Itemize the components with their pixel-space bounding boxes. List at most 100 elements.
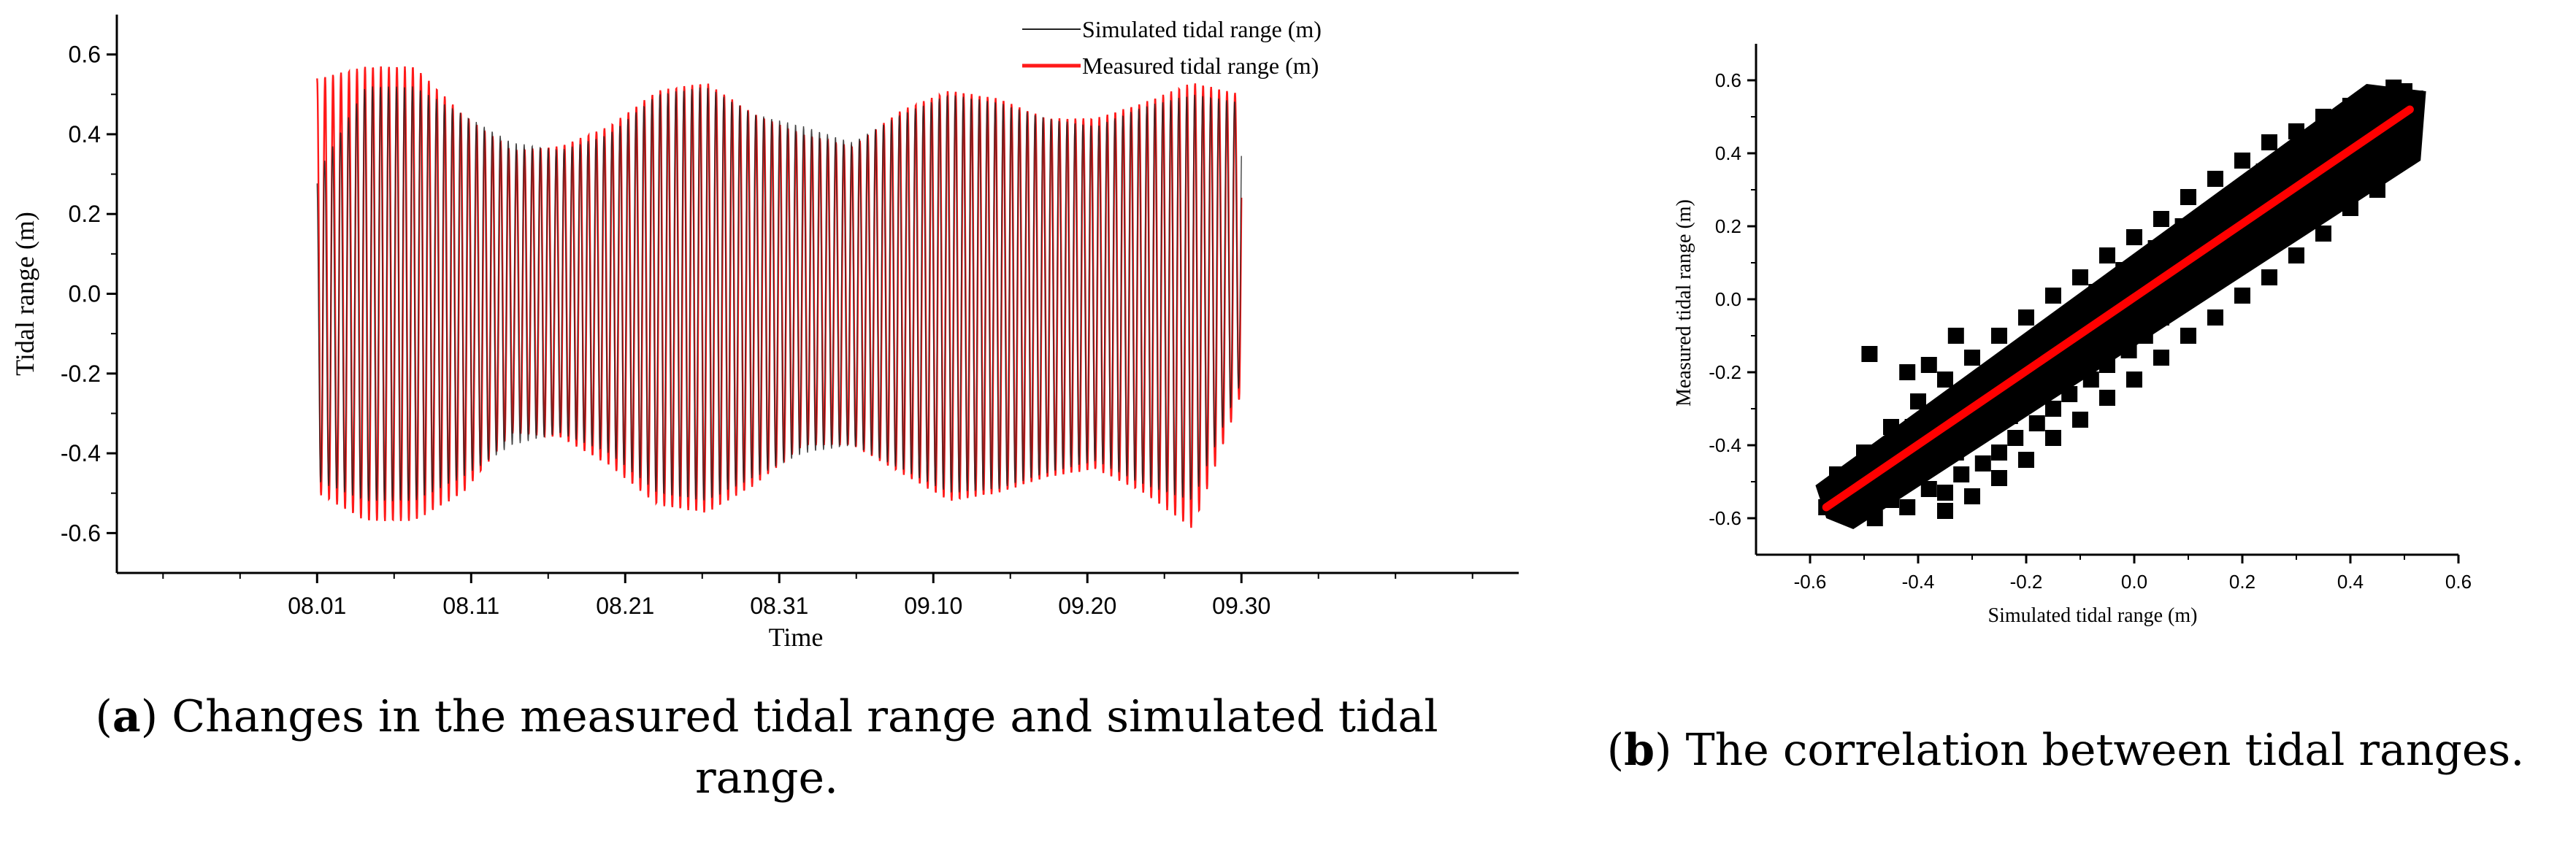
- scatter-point: [2180, 328, 2196, 344]
- scatter-point: [2315, 226, 2331, 242]
- scatter-point: [2018, 452, 2034, 468]
- x-tick-label: 09.10: [904, 593, 962, 619]
- scatter-point: [2261, 218, 2277, 234]
- scatter-point: [2072, 412, 2088, 428]
- x-tick-label: 0.4: [2337, 571, 2364, 593]
- scatter-point: [1883, 419, 1899, 435]
- scatter-point: [1947, 444, 1964, 461]
- x-tick-label: 08.01: [288, 593, 346, 619]
- scatter-point: [2250, 185, 2267, 201]
- scatter-point: [2326, 131, 2342, 147]
- scatter-point: [2082, 372, 2099, 388]
- scatter-point: [2255, 163, 2272, 180]
- y-tick-label: -0.6: [1709, 507, 1741, 529]
- scatter-point: [2282, 215, 2299, 231]
- x-tick-label: 0.2: [2229, 571, 2255, 593]
- caption-b: (b) The correlation between tidal ranges…: [1606, 725, 2525, 776]
- time-series-chart: -0.6 -0.4 -0.2 0.0 0.2 0.4 0.6 08.01 08.11 08.21 0…: [10, 15, 1519, 652]
- y-tick-label: 0.4: [1715, 142, 1741, 164]
- panel-a: -0.6 -0.4 -0.2 0.0 0.2 0.4 0.6 08.01 08.11 08.21 0…: [10, 15, 1519, 804]
- scatter-point: [1937, 503, 1953, 519]
- scatter-point: [1996, 393, 2013, 409]
- scatter-point: [2153, 309, 2169, 326]
- y-axis-title: Measured tidal range (m): [1673, 199, 1695, 407]
- scatter-point: [2066, 306, 2083, 322]
- scatter-point: [1856, 444, 1872, 461]
- scatter-point: [1829, 466, 1845, 482]
- scatter-point: [2342, 200, 2358, 216]
- y-tick-label: 0.2: [69, 201, 101, 227]
- scatter-point: [1910, 466, 1926, 482]
- scatter-point: [2272, 171, 2288, 187]
- caption-b-text: ) The correlation between tidal ranges.: [1655, 725, 2525, 776]
- scatter-point: [2147, 240, 2164, 256]
- scatter-point: [2315, 174, 2331, 190]
- scatter-point: [2261, 269, 2277, 285]
- caption-a-text: ) Changes in the measured tidal range an…: [140, 691, 1438, 804]
- scatter-point: [1899, 499, 1916, 515]
- caption-a-letter: a: [112, 691, 141, 742]
- scatter-point: [2288, 247, 2304, 263]
- scatter-point: [2174, 218, 2191, 234]
- legend-simulated-label: Simulated tidal range (m): [1082, 16, 1322, 42]
- y-tick-label: 0.0: [69, 281, 101, 307]
- scatter-point: [2153, 350, 2169, 366]
- scatter-point: [2380, 134, 2396, 150]
- scatter-point: [2131, 299, 2148, 315]
- scatter-point: [1920, 481, 1937, 497]
- scatter-point: [1899, 364, 1916, 380]
- scatter-point: [2207, 309, 2223, 326]
- scatter-point: [2207, 262, 2223, 278]
- scatter-point: [1926, 412, 1943, 428]
- scatter-point: [2369, 91, 2385, 107]
- x-tick-label: 0.0: [2121, 571, 2147, 593]
- scatter-point: [2099, 357, 2115, 373]
- scatter-point: [1861, 346, 1878, 362]
- panel-b: -0.6 -0.4 -0.2 0.0 0.2 0.4 0.6 -0.6 -0.4 -0.2 0.0 0…: [1555, 0, 2576, 843]
- scatter-point: [2234, 153, 2250, 169]
- x-tick-label: 08.11: [442, 593, 499, 619]
- scatter-point: [2358, 105, 2375, 121]
- scatter-point: [2201, 204, 2218, 220]
- simulated-series-line: [316, 86, 1242, 501]
- y-tick-label: -0.4: [1709, 434, 1741, 456]
- scatter-point: [2001, 408, 2018, 424]
- scatter-point: [2023, 386, 2040, 402]
- scatter-chart: -0.6 -0.4 -0.2 0.0 0.2 0.4 0.6 -0.6 -0.4 -0.2 0.0 0…: [1673, 44, 2472, 627]
- scatter-point: [1910, 393, 1926, 409]
- y-tick-label: -0.4: [61, 440, 101, 466]
- scatter-point: [2180, 189, 2196, 205]
- scatter-point: [2196, 229, 2213, 245]
- scatter-point: [2072, 269, 2088, 285]
- scatter-point: [2050, 364, 2067, 380]
- scatter-point: [2045, 401, 2061, 417]
- scatter-point: [1964, 350, 1980, 366]
- scatter-point: [2369, 182, 2385, 198]
- scatter-point: [1883, 492, 1899, 508]
- scatter-point: [1937, 372, 1953, 388]
- scatter-point: [2018, 309, 2034, 326]
- scatter-point: [2304, 142, 2321, 158]
- scatter-point: [2228, 189, 2245, 205]
- x-tick-label: 08.21: [596, 593, 654, 619]
- scatter-point: [1845, 503, 1862, 519]
- scatter-point: [2342, 98, 2358, 114]
- scatter-point: [2169, 291, 2186, 307]
- scatter-point: [2039, 328, 2056, 344]
- scatter-point: [1953, 466, 1970, 482]
- scatter-point: [2190, 277, 2207, 293]
- scatter-point: [2126, 229, 2142, 245]
- scatter-point: [1937, 485, 1953, 501]
- scatter-point: [1904, 419, 1921, 435]
- scatter-point: [2120, 342, 2137, 358]
- scatter-point: [2099, 247, 2115, 263]
- x-axis-title: Simulated tidal range (m): [1988, 604, 2198, 627]
- x-tick-label: -0.4: [1902, 571, 1935, 593]
- scatter-point: [2261, 134, 2277, 150]
- scatter-point: [2007, 430, 2024, 446]
- scatter-point: [1974, 455, 1991, 471]
- scatter-point: [2364, 163, 2380, 180]
- y-tick-label: 0.6: [1715, 69, 1741, 91]
- scatter-point: [2320, 193, 2337, 209]
- scatter-point: [1985, 372, 2002, 388]
